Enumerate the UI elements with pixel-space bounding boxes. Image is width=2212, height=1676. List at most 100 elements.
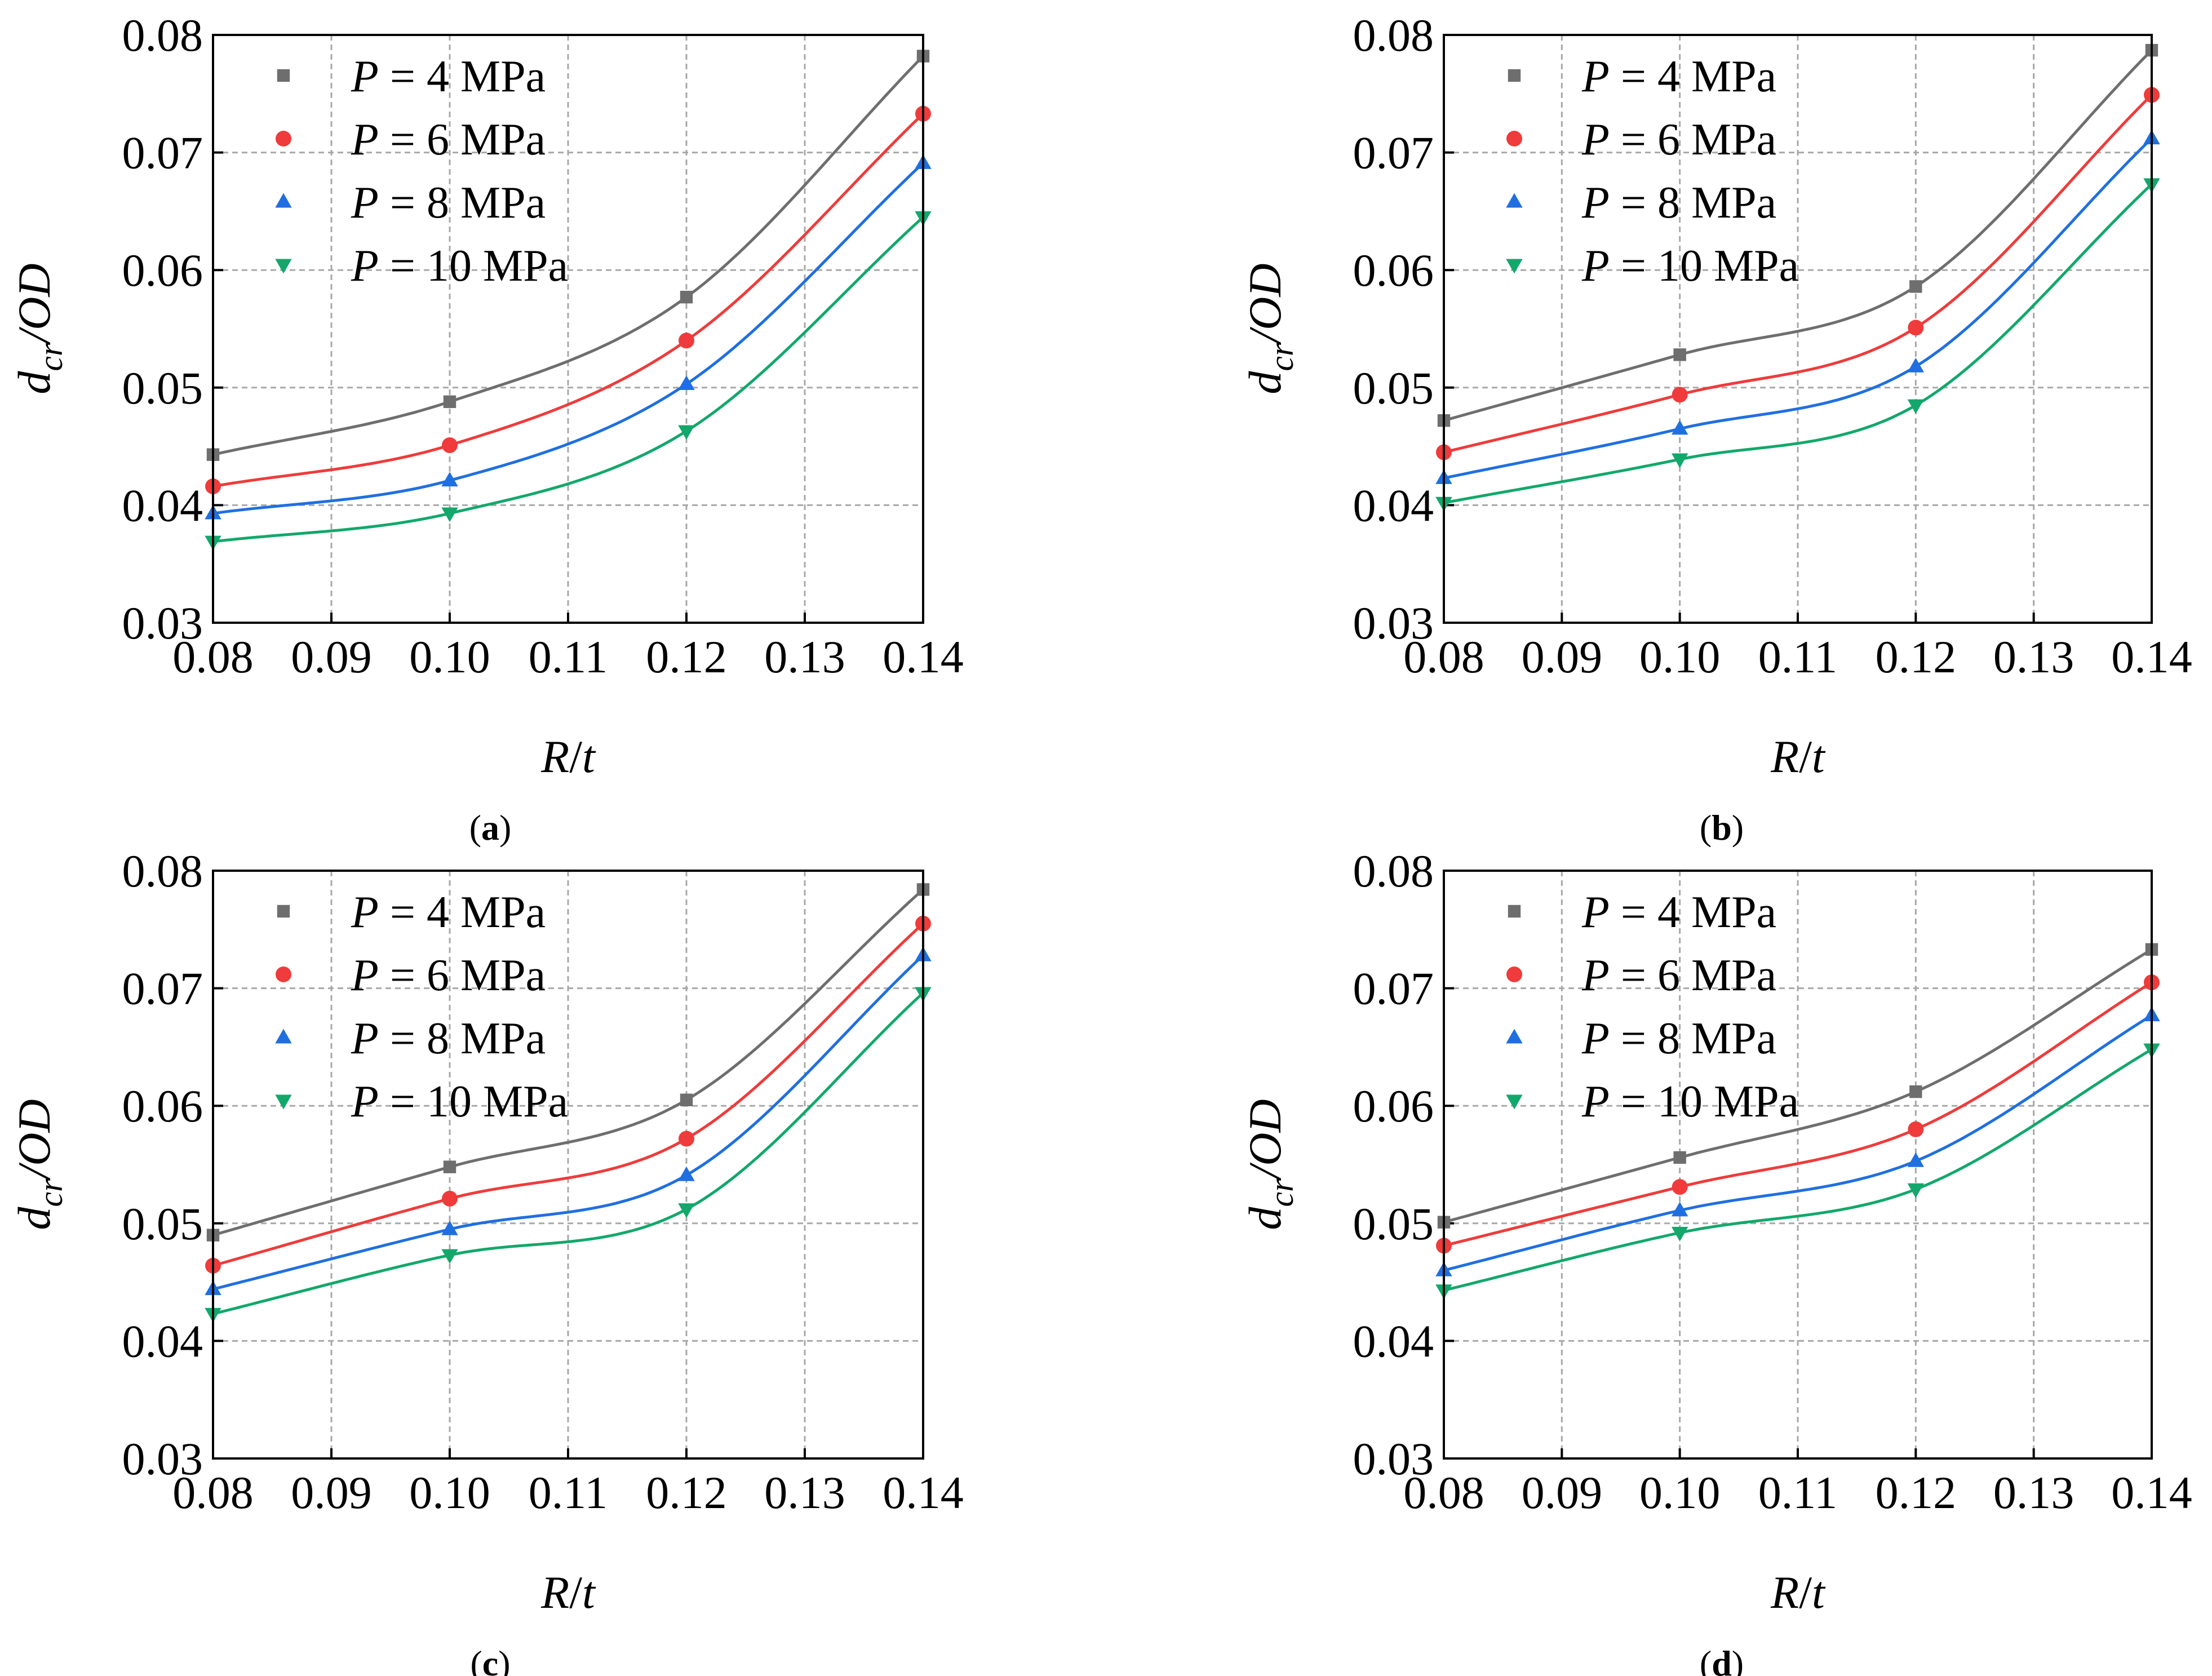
data-point (1672, 1179, 1688, 1195)
legend-item: P = 4 MPa (277, 52, 546, 101)
legend-item: P = 8 MPa (275, 178, 546, 228)
y-tick-label: 0.06 (122, 245, 203, 296)
legend-label: P = 10 MPa (1581, 1077, 1799, 1127)
panel-c: 0.08 0.09 0.10 0.11 0.12 0.13 0.14 0.03 0.04 0.05… (8, 845, 964, 1676)
series-line (212, 954, 924, 1291)
y-tick-label: 0.04 (1353, 1315, 1434, 1367)
data-point (1671, 1201, 1688, 1217)
data-point (1672, 387, 1688, 403)
x-tick-label: 0.14 (883, 1467, 964, 1518)
legend-marker (1506, 966, 1522, 982)
y-tick-label: 0.08 (1353, 10, 1434, 61)
data-point (678, 375, 695, 391)
series-p4 (1437, 43, 2158, 427)
x-tick-label: 0.13 (1993, 631, 2074, 682)
legend-label: P = 8 MPa (1581, 1014, 1776, 1063)
x-tick-label: 0.11 (1758, 1467, 1837, 1518)
panel-caption: (d) (1700, 1643, 1744, 1676)
y-tick-label: 0.03 (1353, 597, 1434, 649)
x-tick-label: 0.08 (172, 1467, 254, 1518)
legend: P = 4 MPa P = 6 MPa P = 8 MPa P = 10 MPa (275, 52, 568, 291)
legend-label: P = 4 MPa (351, 52, 546, 101)
y-tick-label: 0.07 (1353, 127, 1434, 179)
data-point (1907, 1152, 1925, 1167)
x-tick-label: 0.12 (1876, 631, 1957, 682)
data-point (442, 437, 458, 454)
x-tick-label: 0.12 (1876, 1467, 1957, 1518)
legend-label: P = 8 MPa (351, 1014, 546, 1063)
data-point (1909, 280, 1922, 293)
x-axis-label: R/t (1770, 1567, 1826, 1618)
data-point (441, 472, 458, 487)
legend-marker (275, 1094, 292, 1110)
legend-marker (1506, 131, 1522, 147)
data-point (1671, 1226, 1688, 1242)
x-tick-label: 0.08 (172, 631, 254, 682)
legend-label: P = 4 MPa (351, 888, 546, 937)
legend-item: P = 10 MPa (275, 1077, 568, 1127)
y-tick-label: 0.04 (122, 480, 203, 531)
x-axis-label: R/t (540, 1567, 596, 1618)
legend-item: P = 8 MPa (275, 1014, 546, 1063)
y-tick-label: 0.07 (122, 963, 203, 1014)
legend-marker (1506, 1028, 1523, 1044)
x-tick-label: 0.08 (1403, 631, 1484, 682)
legend-marker (275, 1028, 292, 1044)
panel-d: 0.08 0.09 0.10 0.11 0.12 0.13 0.14 0.03 0.04 0.05… (1239, 845, 2192, 1676)
x-tick-label: 0.08 (1403, 1467, 1484, 1518)
legend-label: P = 6 MPa (351, 951, 546, 1000)
data-point (1907, 1183, 1925, 1198)
panel-a: 0.08 0.09 0.10 0.11 0.12 0.13 0.14 0.03 0.04 0.05… (8, 10, 964, 848)
x-tick-label: 0.13 (764, 631, 845, 682)
x-axis-label: R/t (1770, 731, 1826, 782)
x-tick-label: 0.14 (2111, 631, 2192, 682)
y-tick-label: 0.07 (1353, 963, 1434, 1014)
series-p6 (1436, 974, 2160, 1254)
y-tick-label: 0.04 (1353, 480, 1434, 531)
data-point (1673, 348, 1686, 361)
series-line (1443, 1014, 2153, 1272)
legend: P = 4 MPa P = 6 MPa P = 8 MPa P = 10 MPa (1506, 52, 1799, 291)
series-line (1443, 94, 2153, 454)
legend-marker (275, 259, 292, 274)
data-point (443, 1160, 456, 1173)
y-tick-label: 0.08 (122, 845, 203, 897)
legend-item: P = 6 MPa (1506, 115, 1776, 165)
legend-item: P = 10 MPa (1506, 1077, 1799, 1127)
series-p6 (205, 105, 931, 495)
series-line (212, 162, 924, 515)
data-point (1908, 320, 1924, 336)
legend-marker (275, 193, 292, 208)
y-axis-label: dcr/OD (1239, 263, 1300, 394)
series-line (212, 992, 924, 1315)
panel-b: 0.08 0.09 0.10 0.11 0.12 0.13 0.14 0.03 0.04 0.05… (1239, 10, 2192, 848)
legend-label: P = 6 MPa (351, 115, 546, 165)
x-tick-label: 0.09 (291, 1467, 372, 1518)
legend-label: P = 4 MPa (1581, 888, 1776, 937)
series-line (212, 112, 924, 488)
legend-label: P = 10 MPa (351, 1077, 568, 1127)
data-point (1909, 1085, 1922, 1098)
plot-frame (212, 870, 924, 1460)
legend-label: P = 8 MPa (1581, 178, 1776, 228)
series-line (1443, 183, 2153, 504)
legend-marker (1506, 259, 1523, 274)
y-tick-label: 0.03 (1353, 1433, 1434, 1484)
y-tick-label: 0.06 (122, 1080, 203, 1132)
series-line (212, 216, 924, 543)
legend-label: P = 8 MPa (351, 178, 546, 228)
legend-item: P = 10 MPa (1506, 241, 1799, 291)
series-p4 (206, 883, 930, 1242)
plot-frame (1443, 34, 2153, 624)
data-point (678, 425, 695, 440)
legend-label: P = 10 MPa (351, 241, 568, 291)
y-tick-label: 0.05 (1353, 362, 1434, 414)
plot-frame (212, 34, 924, 624)
legend: P = 4 MPa P = 6 MPa P = 8 MPa P = 10 MPa (275, 888, 568, 1127)
data-point (1671, 420, 1688, 435)
legend-item: P = 6 MPa (276, 115, 546, 165)
panel-caption: (c) (470, 1643, 510, 1676)
legend-label: P = 4 MPa (1581, 52, 1776, 101)
x-tick-label: 0.09 (291, 631, 372, 682)
